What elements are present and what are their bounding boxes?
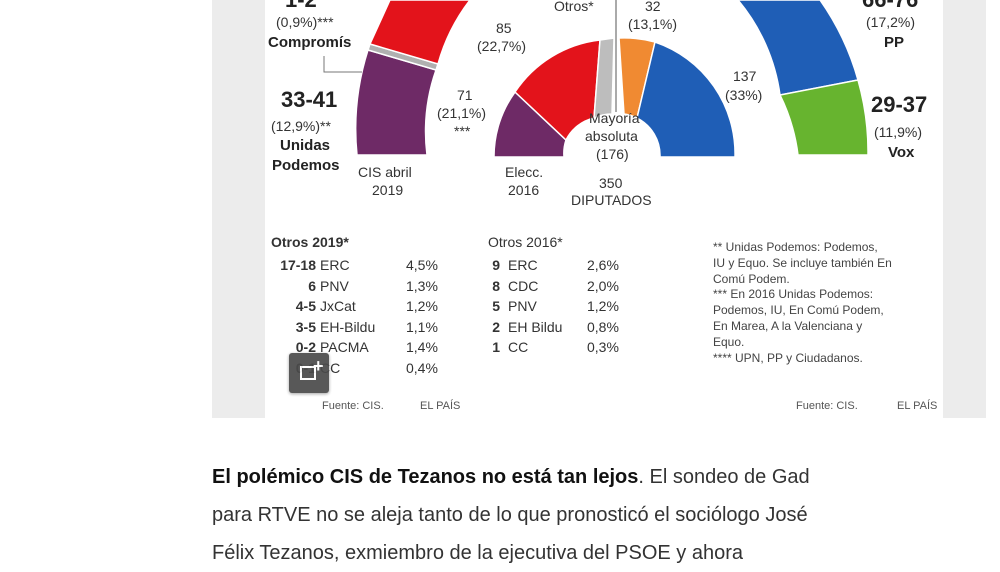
total-seats-label-1: 350: [599, 175, 623, 191]
inner-arc-otros-2016: [593, 37, 615, 120]
table-row-seats: 8: [492, 277, 500, 294]
podemos-2016-seats: 71: [457, 87, 473, 103]
table-row-pct: 0,3%: [587, 339, 619, 355]
compromis-leader-line: [323, 56, 362, 73]
footnote-line: *** En 2016 Unidas Podemos:: [713, 287, 874, 302]
table-row-pct: 4,5%: [406, 257, 438, 273]
cs-2016-pct: (13,1%): [628, 16, 678, 32]
footnote-line: Equo.: [713, 334, 745, 349]
inner-arc-pp-2016: [636, 41, 736, 158]
table-row-pct: 0,4%: [406, 359, 438, 376]
podemos-2016-pct: (21,1%): [437, 105, 487, 121]
psoe-2016-seats: 85: [496, 20, 512, 36]
hemicycle-chart: [323, 0, 869, 158]
brand-right: EL PAÍS: [897, 400, 938, 412]
table-row-seats: 2: [492, 318, 500, 335]
plus-icon: +: [313, 356, 324, 376]
table-row-seats: 3-5: [295, 318, 316, 335]
pp-name: PP: [884, 34, 905, 51]
table-row-party: EH-Bildu: [320, 318, 376, 335]
compromis-seats: 1-2: [285, 0, 317, 11]
table-row-party: JxCat: [320, 298, 356, 314]
vox-seats: 29-37: [871, 92, 928, 117]
otros-2019-title: Otros 2019*: [271, 234, 349, 250]
article-line-1: El polémico CIS de Tezanos no está tan l…: [212, 458, 988, 496]
cis-abril-label-2: 2019: [372, 182, 404, 198]
table-row-pct: 1,1%: [406, 318, 438, 335]
majority-label-3: (176): [596, 146, 629, 162]
table-row-seats: 9: [492, 257, 500, 273]
cis-abril-label-1: CIS abril: [358, 164, 412, 180]
expand-image-button[interactable]: +: [289, 353, 329, 393]
vox-pct: (11,9%): [874, 124, 922, 140]
unidas-podemos-name-2: Podemos: [272, 157, 340, 174]
table-row-seats: 6: [308, 277, 316, 294]
table-row-pct: 0,8%: [587, 318, 619, 335]
otros-2016-title: Otros 2016*: [488, 234, 563, 250]
footnote-line: En Marea, A la Valenciana y: [713, 319, 863, 333]
table-row-seats: 5: [492, 298, 500, 314]
table-row-seats: 1: [492, 339, 500, 355]
unidas-podemos-seats: 33-41: [281, 87, 338, 112]
table-row-party: EH Bildu: [508, 318, 563, 335]
outer-arc-psoe: [368, 0, 471, 65]
table-row-party: PACMA: [320, 339, 369, 355]
inner-arc-psoe-2016: [514, 39, 601, 142]
article-line-1-rest: . El sondeo de Gad: [638, 466, 810, 488]
vox-name: Vox: [888, 144, 915, 161]
table-row-seats: 0-2: [295, 339, 316, 355]
unidas-podemos-pct: (12,9%)**: [271, 118, 331, 134]
footnote-line: Podemos, IU, En Comú Podem,: [713, 303, 884, 318]
table-row-party: CDC: [508, 277, 539, 294]
footnote-line: IU y Equo. Se incluye también En: [713, 255, 892, 270]
source-right: Fuente: CIS.: [796, 400, 858, 412]
table-row-seats: 17-18: [280, 257, 316, 273]
article-body: El polémico CIS de Tezanos no está tan l…: [212, 458, 988, 572]
majority-label-1: Mayoría: [589, 110, 640, 126]
source-left: Fuente: CIS.: [322, 400, 384, 412]
table-row-pct: 1,2%: [587, 298, 619, 314]
cs-2016-seats: 32: [645, 0, 661, 14]
pp-2016-seats: 137: [733, 68, 757, 84]
table-row-pct: 2,0%: [587, 277, 619, 294]
table-row-party: CC: [508, 339, 529, 355]
table-row-party: ERC: [508, 257, 538, 273]
table-row-pct: 1,3%: [406, 277, 438, 294]
compromis-name: Compromís: [268, 34, 352, 51]
elecc-label-1: Elecc.: [505, 164, 544, 180]
footnote-line: **** UPN, PP y Ciudadanos.: [713, 350, 863, 365]
brand-left: EL PAÍS: [420, 400, 461, 412]
table-row-party: ERC: [320, 257, 350, 273]
right-edge-fragment: [986, 0, 1000, 418]
total-seats-label-2: DIPUTADOS: [571, 192, 652, 208]
psoe-2016-pct: (22,7%): [477, 38, 527, 54]
pp-2016-pct: (33%): [725, 87, 763, 103]
table-row-pct: 1,4%: [406, 339, 438, 355]
majority-label-2: absoluta: [585, 128, 638, 144]
pp-pct: (17,2%): [866, 14, 916, 30]
table-row-party: PNV: [320, 277, 349, 294]
table-row-seats: 4-5: [295, 298, 316, 314]
podemos-2016-note: ***: [454, 123, 471, 139]
unidas-podemos-name-1: Unidas: [280, 137, 331, 154]
article-line-3: Félix Tezanos, exmiembro de la ejecutiva…: [212, 542, 744, 564]
pp-seats: 66-76: [862, 0, 918, 11]
expand-image-icon: [300, 366, 316, 380]
article-lead-link[interactable]: El polémico CIS de Tezanos no está tan l…: [212, 466, 639, 488]
footnote-line: ** Unidas Podemos: Podemos,: [713, 240, 878, 254]
compromis-pct: (0,9%)***: [276, 14, 334, 30]
footnote-line: Comú Podem.: [713, 271, 790, 286]
outer-arc-vox: [778, 79, 869, 156]
elecc-label-2: 2016: [508, 182, 540, 198]
otros-label: Otros*: [554, 0, 594, 14]
table-row-pct: 1,2%: [406, 298, 438, 314]
article-line-2: para RTVE no se aleja tanto de lo que pr…: [212, 504, 808, 526]
table-row-pct: 2,6%: [587, 257, 619, 273]
table-row-party: PNV: [508, 298, 537, 314]
